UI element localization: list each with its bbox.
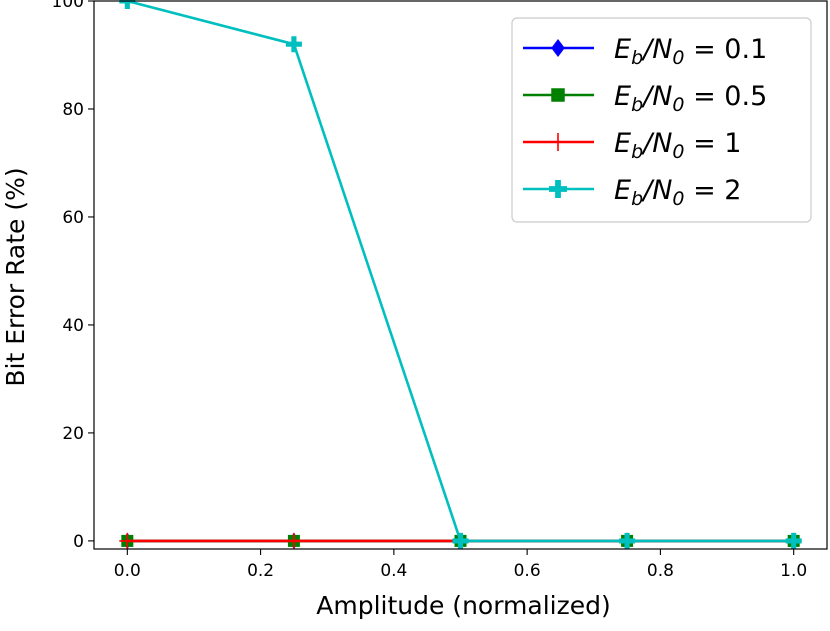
legend-marker-1 (551, 39, 565, 57)
data-point-s4-4 (619, 532, 636, 549)
series-4 (119, 0, 802, 549)
y-tick-label-5: 80 (62, 100, 84, 120)
data-point-s3-1 (119, 532, 136, 549)
y-tick-label-3: 40 (62, 316, 84, 336)
data-point-s4-1 (119, 0, 136, 9)
x-tick-label-1: 0.0 (114, 561, 141, 581)
legend-marker-4 (549, 180, 567, 198)
x-tick-label-6: 1.0 (780, 561, 807, 581)
x-tick-label-4: 0.6 (514, 561, 541, 581)
data-point-s4-3 (452, 532, 469, 549)
y-axis-label: Bit Error Rate (%) (1, 167, 30, 386)
y-tick-label-6: 100 (52, 0, 84, 12)
y-tick-label-1: 0 (73, 532, 84, 552)
legend-item-4: Eb/N0 = 2 (523, 175, 741, 210)
legend-marker-3 (549, 133, 567, 151)
legend-label-3: Eb/N0 = 1 (614, 128, 741, 163)
legend: Eb/N0 = 0.1 Eb/N0 = 0.5 Eb/N0 = 1 Eb/N0 = 2 (511, 17, 812, 223)
y-tick-label-2: 20 (62, 424, 84, 444)
legend-item-1: Eb/N0 = 0.1 (523, 34, 767, 69)
legend-marker-2 (551, 88, 565, 102)
data-point-s3-2 (285, 532, 302, 549)
legend-item-2: Eb/N0 = 0.5 (523, 81, 767, 116)
data-point-s4-5 (785, 532, 802, 549)
x-tick-label-3: 0.4 (380, 561, 407, 581)
plot-area (119, 0, 802, 549)
x-tick-label-2: 0.2 (247, 561, 274, 581)
legend-label-4: Eb/N0 = 2 (614, 175, 741, 210)
data-point-s4-2 (285, 36, 302, 53)
legend-item-3: Eb/N0 = 1 (523, 128, 741, 163)
legend-label-1: Eb/N0 = 0.1 (614, 34, 767, 69)
legend-label-2: Eb/N0 = 0.5 (614, 81, 767, 116)
x-tick-label-5: 0.8 (647, 561, 674, 581)
x-axis-label: Amplitude (normalized) (316, 591, 610, 620)
plot-frame (93, 0, 828, 550)
y-tick-label-4: 60 (62, 208, 84, 228)
legend-box (511, 17, 812, 223)
